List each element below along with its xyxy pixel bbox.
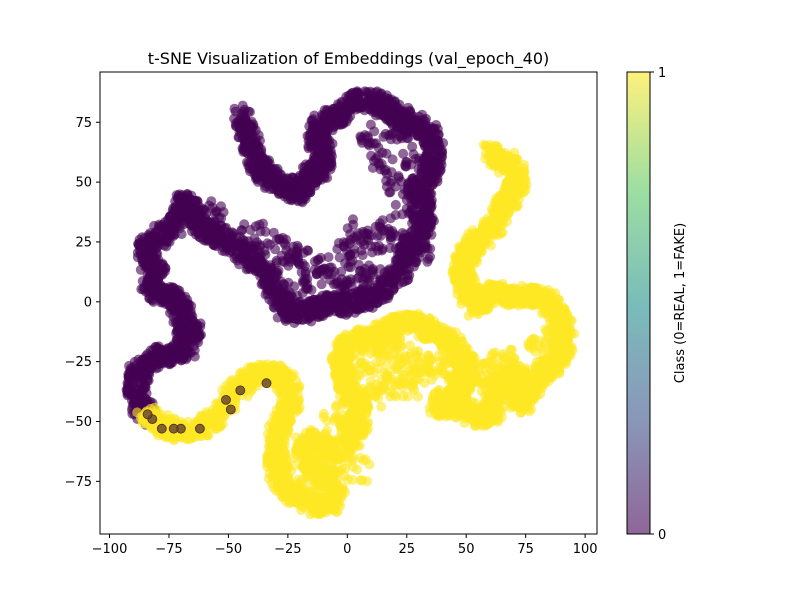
real-point [358,279,369,290]
real-point [334,295,345,306]
real-point [200,216,211,227]
real-point [312,267,323,278]
real-point [421,140,432,151]
real-point [351,290,362,301]
real-point [367,264,378,274]
real-point [271,257,282,268]
real-point [375,222,386,233]
real-point [302,273,313,284]
points-layer [121,86,580,520]
real-point [255,226,266,237]
real-point [396,133,407,144]
real-point [349,300,360,311]
real-point [378,131,389,142]
real-point [125,377,136,388]
real-point [387,128,398,139]
real-point [380,164,391,175]
real-point [210,216,221,227]
real-point [302,245,313,256]
real-point [372,283,383,294]
real-point [385,187,396,198]
real-point [134,240,145,251]
real-point [342,278,353,289]
fake-point [332,481,343,492]
real-point [315,252,326,263]
real-point [398,148,409,159]
real-point [368,138,379,149]
real-point [406,231,417,242]
real-point [321,117,332,128]
real-point [393,268,404,278]
real-point [385,232,396,243]
real-point [284,287,295,298]
real-point [397,209,408,220]
fake-point [362,417,373,427]
real-point [251,241,262,252]
real-point [295,296,306,307]
real-point [274,233,285,244]
real-point [410,249,421,260]
real-point [379,97,390,108]
real-point [363,229,374,240]
real-point [348,214,358,225]
real-point [353,228,364,239]
real-point [281,245,292,256]
real-point [198,204,209,215]
real-point [239,250,250,261]
real-point [342,223,353,234]
real-point [206,196,217,207]
real-point [237,225,247,236]
real-point [345,262,356,273]
real-point [218,207,229,218]
real-point [360,130,370,141]
real-point [390,199,401,210]
real-point [423,254,434,264]
real-point [407,141,418,152]
real-point [291,255,302,266]
real-point [408,205,419,216]
real-point [309,110,320,121]
real-point [270,244,281,255]
real-point [283,260,294,271]
real-point [393,171,404,182]
real-point [399,184,410,195]
real-point [316,279,327,290]
real-point [410,195,421,206]
real-point [367,162,378,173]
real-point [264,265,275,276]
real-point [219,223,230,234]
real-point [381,148,392,159]
real-point [334,252,345,263]
real-point [237,234,248,245]
real-point [343,251,354,262]
real-point [209,208,220,219]
real-point [406,159,417,170]
real-point [306,284,317,295]
real-point [413,153,424,164]
fake-point [284,415,295,426]
real-point [369,126,380,137]
